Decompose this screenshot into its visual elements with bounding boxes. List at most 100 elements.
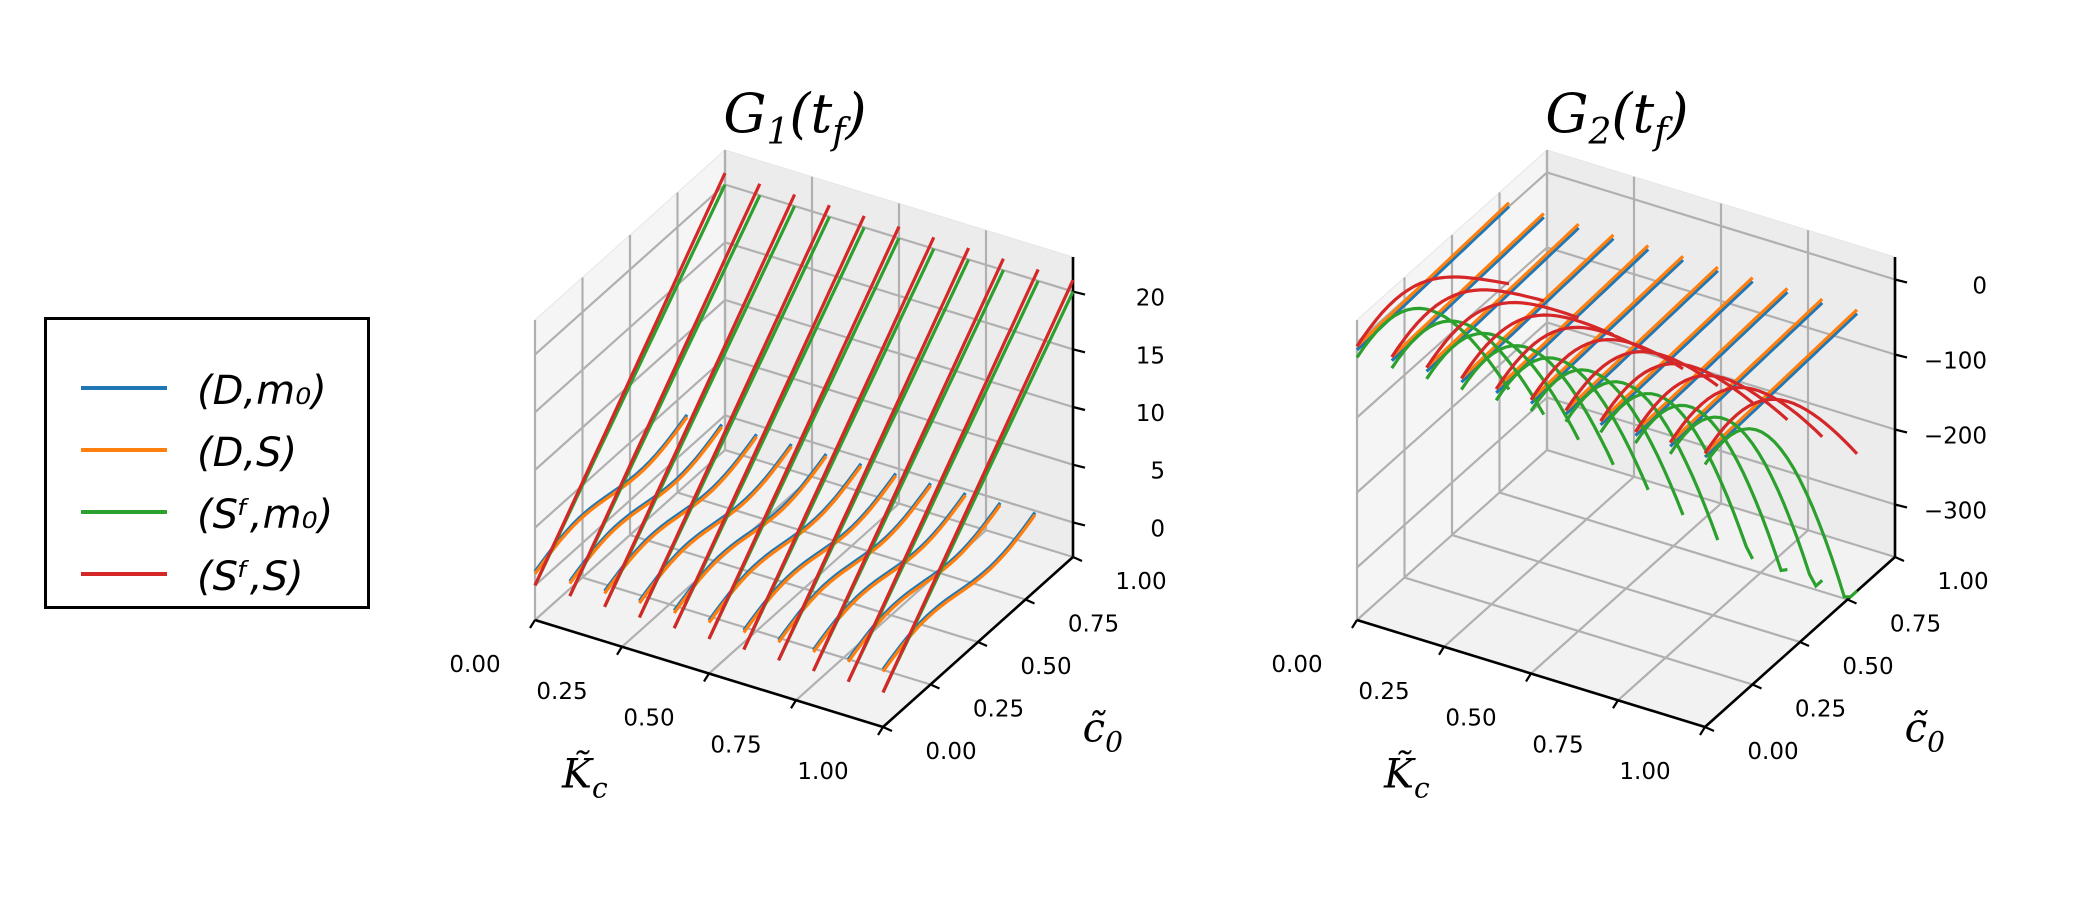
- legend-label: (Sᶠ,m₀): [197, 492, 334, 538]
- x-tick-label: 0.50: [1445, 706, 1496, 732]
- series-line: [1495, 244, 1650, 391]
- y-tick-label: 0.50: [1020, 654, 1071, 680]
- y-tick: [1704, 725, 1715, 733]
- series-line: [568, 183, 762, 597]
- z-gridline: [534, 356, 1074, 529]
- legend-swatch-d-m0: [81, 386, 167, 390]
- x-tick: [1699, 726, 1706, 736]
- z-tick-label: −300: [1924, 499, 1987, 525]
- series-line: [1599, 392, 1755, 560]
- z-gridline: [534, 241, 1074, 414]
- series-line: [533, 172, 727, 587]
- series-line: [1703, 427, 1859, 599]
- z-tick-label: 10: [1136, 401, 1165, 427]
- series-line: [1564, 350, 1719, 412]
- x-tick-label: 1.00: [797, 759, 848, 785]
- series-line: [777, 247, 971, 661]
- z-gridline: [534, 414, 1074, 587]
- x-tick-label: 0.00: [449, 652, 500, 678]
- x-tick: [877, 726, 884, 736]
- ticks: [529, 290, 1086, 736]
- series-line: [1355, 201, 1511, 348]
- z-tick-label: 20: [1136, 286, 1165, 312]
- series-lines: [1355, 201, 1859, 599]
- series-line: [1425, 300, 1580, 369]
- series-line: [1494, 325, 1649, 390]
- series-line: [846, 268, 1040, 683]
- z-tick: [1072, 405, 1086, 412]
- x-tick-label: 0.25: [1358, 679, 1409, 705]
- y-tick-label: 0.25: [1795, 697, 1846, 723]
- series-line: [1599, 362, 1754, 422]
- legend-swatch-sf-s: [81, 572, 167, 576]
- y-tick-label: 0.00: [925, 739, 976, 765]
- ticks: [1351, 278, 1908, 736]
- series-line: [707, 225, 901, 640]
- x-tick-label: 0.75: [710, 732, 761, 758]
- z-tick: [1072, 463, 1086, 469]
- series-line: [672, 455, 828, 614]
- x-tick: [1612, 699, 1619, 709]
- x-axis-label: K̃c: [561, 750, 608, 804]
- z-gridline: [1356, 321, 1896, 494]
- z-tick-label: 5: [1150, 459, 1165, 485]
- series-3: [533, 172, 1075, 694]
- legend-item-d-s: (D,S): [47, 422, 367, 482]
- series-line: [1460, 313, 1615, 380]
- z-gridline: [1356, 396, 1896, 569]
- series-line: [881, 279, 1075, 694]
- subplot-g2: 0.00 0.25 0.50 0.75 1.00 0.00 0.25 0.50 0.75 1.00…: [1271, 82, 1988, 804]
- series-line: [1460, 344, 1615, 466]
- y-gridline: [1545, 150, 1896, 559]
- y-axis-label: c̃0: [1083, 706, 1123, 759]
- series-line: [603, 435, 758, 595]
- series-line: [603, 193, 797, 608]
- x-tick-label: 1.00: [1619, 759, 1670, 785]
- series-line: [1703, 312, 1859, 459]
- y-tick-label: 0.50: [1842, 654, 1893, 680]
- z-tick: [1072, 521, 1086, 527]
- z-tick: [1894, 278, 1908, 284]
- series-line: [1634, 287, 1789, 434]
- x-tick-label: 0.75: [1532, 732, 1583, 758]
- subplot-g1: 0.00 0.25 0.50 0.75 1.00 0.00 0.25 0.50 0.75 1.00…: [449, 82, 1166, 804]
- x-tick-label: 0.50: [623, 706, 674, 732]
- series-line: [1355, 275, 1510, 348]
- y-tick: [1025, 598, 1035, 605]
- plot-title: G1(tf): [723, 82, 866, 153]
- z-tick: [1072, 290, 1086, 296]
- y-tick: [977, 640, 988, 648]
- y-gridline: [676, 192, 1026, 601]
- x-tick: [1525, 672, 1532, 683]
- series-line: [1669, 297, 1824, 444]
- y-axis-label: c̃0: [1905, 706, 1945, 759]
- series-line: [707, 465, 863, 624]
- plot-title: G2(tf): [1545, 82, 1688, 153]
- legend-label: (D,m₀): [197, 368, 327, 414]
- x-tick-label: 0.25: [536, 679, 587, 705]
- legend-item-d-m0: (D,m₀): [47, 360, 367, 420]
- series-line: [1425, 222, 1580, 369]
- y-tick-label: 1.00: [1937, 569, 1988, 595]
- y-tick: [1752, 683, 1762, 690]
- z-gridline: [1356, 246, 1896, 419]
- series-line: [1668, 415, 1824, 589]
- x-tick: [1438, 646, 1445, 656]
- y-tick: [1799, 640, 1810, 648]
- y-tick-label: 1.00: [1115, 569, 1166, 595]
- x-tick: [529, 619, 536, 629]
- y-tick: [1847, 598, 1857, 605]
- z-tick: [1894, 353, 1908, 359]
- series-line: [742, 236, 936, 651]
- y-tick: [930, 683, 940, 690]
- series-line: [1390, 212, 1545, 359]
- z-tick: [1072, 348, 1086, 354]
- z-tick: [1894, 503, 1908, 509]
- series-lines: [533, 172, 1075, 694]
- z-tick-label: 0: [1150, 516, 1165, 542]
- z-tick-label: −200: [1924, 424, 1987, 450]
- tick-labels: 0.00 0.25 0.50 0.75 1.00 0.00 0.25 0.50 0.75 1.00…: [449, 286, 1166, 785]
- series-line: [1668, 385, 1824, 444]
- z-tick-label: 15: [1136, 343, 1165, 369]
